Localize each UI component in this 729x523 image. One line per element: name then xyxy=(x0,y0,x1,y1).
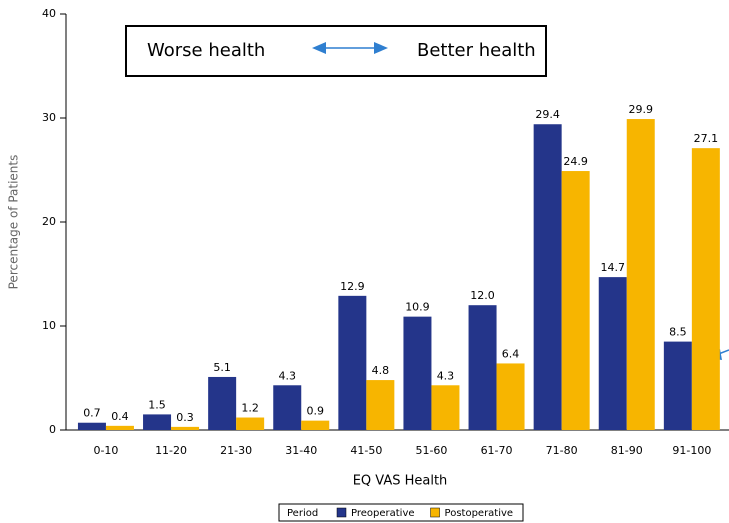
bar xyxy=(143,414,172,430)
x-tick-label: 61-70 xyxy=(481,444,513,457)
value-label: 1.5 xyxy=(148,398,166,411)
value-label: 0.7 xyxy=(83,407,101,420)
value-label: 24.9 xyxy=(563,155,588,168)
value-label: 4.3 xyxy=(279,369,297,382)
bar xyxy=(273,385,302,430)
x-tick-label: 0-10 xyxy=(93,444,118,457)
bar xyxy=(301,420,330,430)
value-label: 4.3 xyxy=(437,369,455,382)
value-label: 0.3 xyxy=(176,411,194,424)
bar xyxy=(366,380,395,430)
y-tick-label: 10 xyxy=(42,319,56,332)
value-label: 12.0 xyxy=(470,289,495,302)
x-tick-label: 21-30 xyxy=(220,444,252,457)
value-label: 12.9 xyxy=(340,280,365,293)
legend-label: Postoperative xyxy=(445,508,514,519)
value-label: 0.9 xyxy=(307,405,325,418)
value-label: 1.2 xyxy=(241,402,259,415)
x-tick-label: 71-80 xyxy=(546,444,578,457)
y-tick-label: 30 xyxy=(42,111,56,124)
value-label: 29.4 xyxy=(535,108,560,121)
x-tick-label: 11-20 xyxy=(155,444,187,457)
bar xyxy=(691,148,720,430)
value-label: 8.5 xyxy=(669,326,687,339)
x-tick-label: 41-50 xyxy=(350,444,382,457)
value-label: 27.1 xyxy=(694,132,719,145)
value-label: 0.4 xyxy=(111,410,129,423)
annotation-text: Better health xyxy=(417,40,536,61)
bar xyxy=(496,363,525,430)
value-label: 10.9 xyxy=(405,301,430,314)
bar xyxy=(171,426,200,430)
bar xyxy=(208,376,237,430)
value-label: 5.1 xyxy=(213,361,231,374)
bar xyxy=(468,305,497,430)
bar xyxy=(77,422,106,430)
bar xyxy=(626,119,655,430)
bar xyxy=(533,124,562,431)
bar xyxy=(598,277,627,430)
bar xyxy=(403,316,432,430)
bar xyxy=(105,425,134,430)
legend-title: Period xyxy=(287,508,318,519)
bar xyxy=(431,385,460,430)
annotation-text: Worse health xyxy=(147,40,265,61)
x-tick-label: 31-40 xyxy=(285,444,317,457)
bar xyxy=(561,171,590,431)
x-tick-label: 91-100 xyxy=(672,444,711,457)
legend-swatch xyxy=(430,507,440,518)
annotation-box xyxy=(125,25,547,77)
legend-swatch xyxy=(336,507,347,518)
value-label: 4.8 xyxy=(372,364,390,377)
double-arrow xyxy=(312,42,388,54)
y-axis-label: Percentage of Patients xyxy=(7,155,21,290)
value-label: 6.4 xyxy=(502,347,520,360)
bar xyxy=(663,341,692,430)
y-tick-label: 20 xyxy=(42,215,56,228)
y-tick-label: 40 xyxy=(42,7,56,20)
x-tick-label: 81-90 xyxy=(611,444,643,457)
legend-label: Preoperative xyxy=(351,508,415,519)
value-label: 14.7 xyxy=(601,261,626,274)
x-axis-label: EQ VAS Health xyxy=(353,474,448,489)
y-tick-label: 0 xyxy=(49,423,56,436)
x-tick-label: 51-60 xyxy=(415,444,447,457)
value-label: 29.9 xyxy=(629,103,654,116)
bar xyxy=(338,295,367,430)
bar xyxy=(236,417,265,430)
